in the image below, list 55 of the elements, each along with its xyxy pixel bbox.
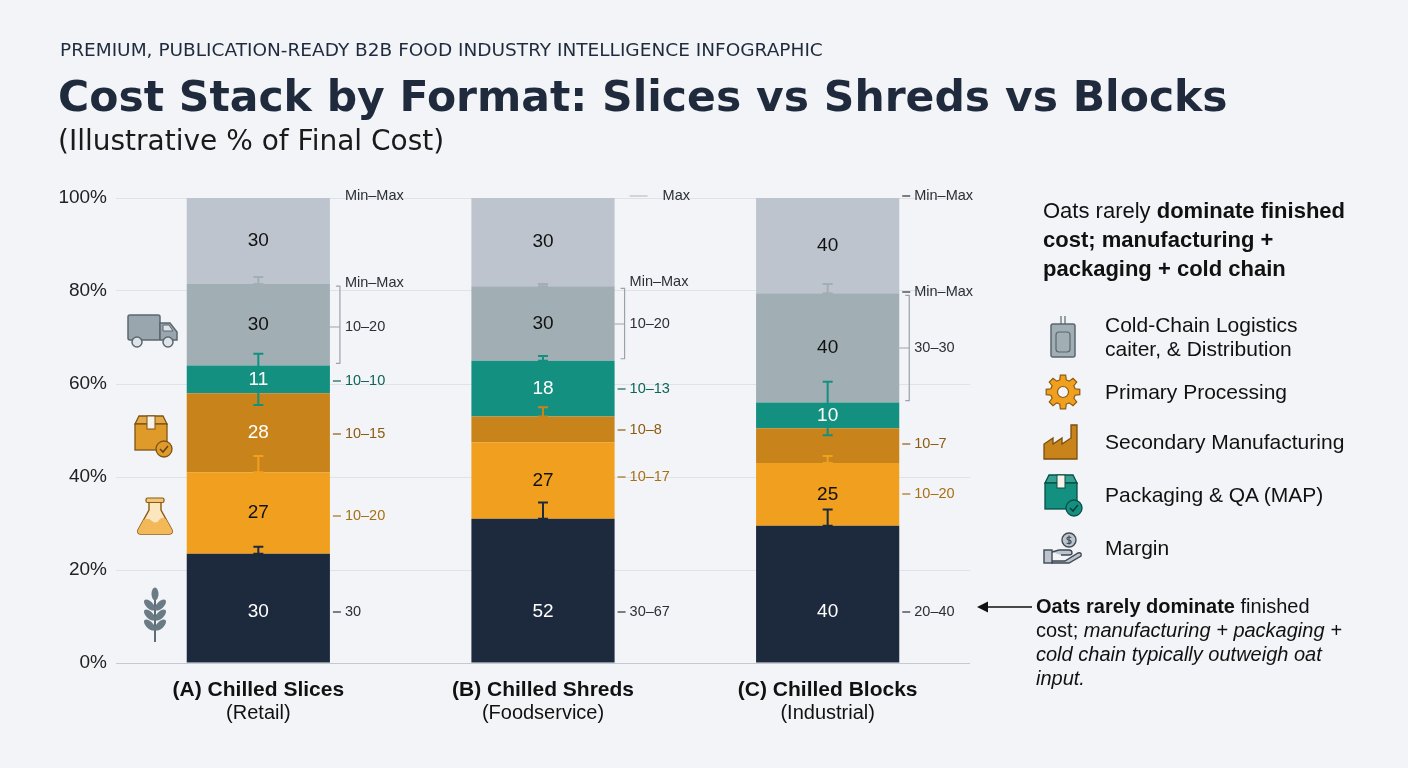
annotation: 30: [344, 603, 362, 619]
legend-label: Margin: [1105, 536, 1170, 559]
y-tick-label: 0%: [79, 651, 108, 673]
chart-subtitle: (Illustrative % of Final Cost): [58, 124, 445, 157]
y-tick-label: 80%: [68, 279, 108, 301]
annotation: Min–Max: [914, 187, 974, 203]
annotation: Min–Max: [914, 283, 974, 299]
y-tick-label: 100%: [58, 186, 108, 208]
annotation: 20–40: [914, 603, 955, 619]
annotation: 25: [817, 482, 839, 504]
chart-title: Cost Stack by Format: Slices vs Shreds vs Blocks: [58, 72, 1228, 121]
annotation: 30: [247, 229, 269, 251]
annotation: 10–20: [629, 315, 670, 331]
text: PREMIUM, PUBLICATION-READY B2B FOOD INDUSTRY INTELLIGENCE INFOGRAPHIC: [60, 39, 823, 60]
x-tick-label: (B) Chilled Shreds (Foodservice): [451, 676, 635, 723]
annotation: 10–8: [629, 421, 662, 437]
annotation: 40: [817, 336, 839, 358]
legend-label: Packaging & QA (MAP): [1105, 483, 1324, 506]
annotation: 10–15: [344, 425, 386, 441]
legend-label: Secondary Manufacturing: [1105, 430, 1345, 453]
annotation: 27: [532, 468, 554, 490]
annotation: 10–20: [344, 507, 386, 523]
annotation: Min–Max: [344, 274, 405, 290]
annotation: 10–20: [344, 318, 386, 334]
annotation: 30–30: [914, 339, 955, 355]
x-tick-label: (A) Chilled Slices (Retail): [172, 676, 345, 723]
annotation: 10–13: [629, 380, 670, 396]
annotation: 10–17: [629, 468, 670, 484]
annotation: 40: [817, 600, 839, 622]
annotation: 18: [532, 376, 554, 398]
annotation: 11: [248, 367, 269, 389]
annotation: Max: [662, 187, 691, 203]
annotation: Min–Max: [344, 187, 405, 203]
text: Oats rarely dominate finished cost; manufacturing + packaging + cold chain typically outweigh oat input.: [1036, 595, 1342, 689]
y-tick-label: 20%: [68, 558, 108, 580]
annotation: 30: [532, 311, 554, 333]
legend-label: Primary Processing: [1105, 380, 1288, 403]
annotation: 28: [247, 421, 269, 443]
annotation: Min–Max: [629, 273, 690, 289]
annotation: 30–67: [629, 603, 670, 619]
y-tick-label: 40%: [68, 465, 108, 487]
annotation: 10–10: [344, 372, 386, 388]
annotation: 30: [247, 312, 269, 334]
annotation: 27: [247, 501, 269, 523]
x-tick-label: (C) Chilled Blocks (Industrial): [737, 676, 918, 723]
annotation: 10–7: [914, 435, 947, 451]
legend-label: Cold-Chain Logistics caiter, & Distribution: [1105, 313, 1298, 360]
annotation: 40: [817, 233, 839, 255]
annotation: 52: [532, 600, 554, 622]
annotation: 10: [817, 403, 839, 425]
text: Oats rarely dominate finished cost; manufacturing + packaging + cold chain: [1043, 198, 1345, 281]
y-tick-label: 60%: [68, 372, 108, 394]
annotation: 30: [247, 600, 269, 622]
annotation: 30: [532, 230, 554, 252]
annotation: 10–20: [914, 485, 955, 501]
